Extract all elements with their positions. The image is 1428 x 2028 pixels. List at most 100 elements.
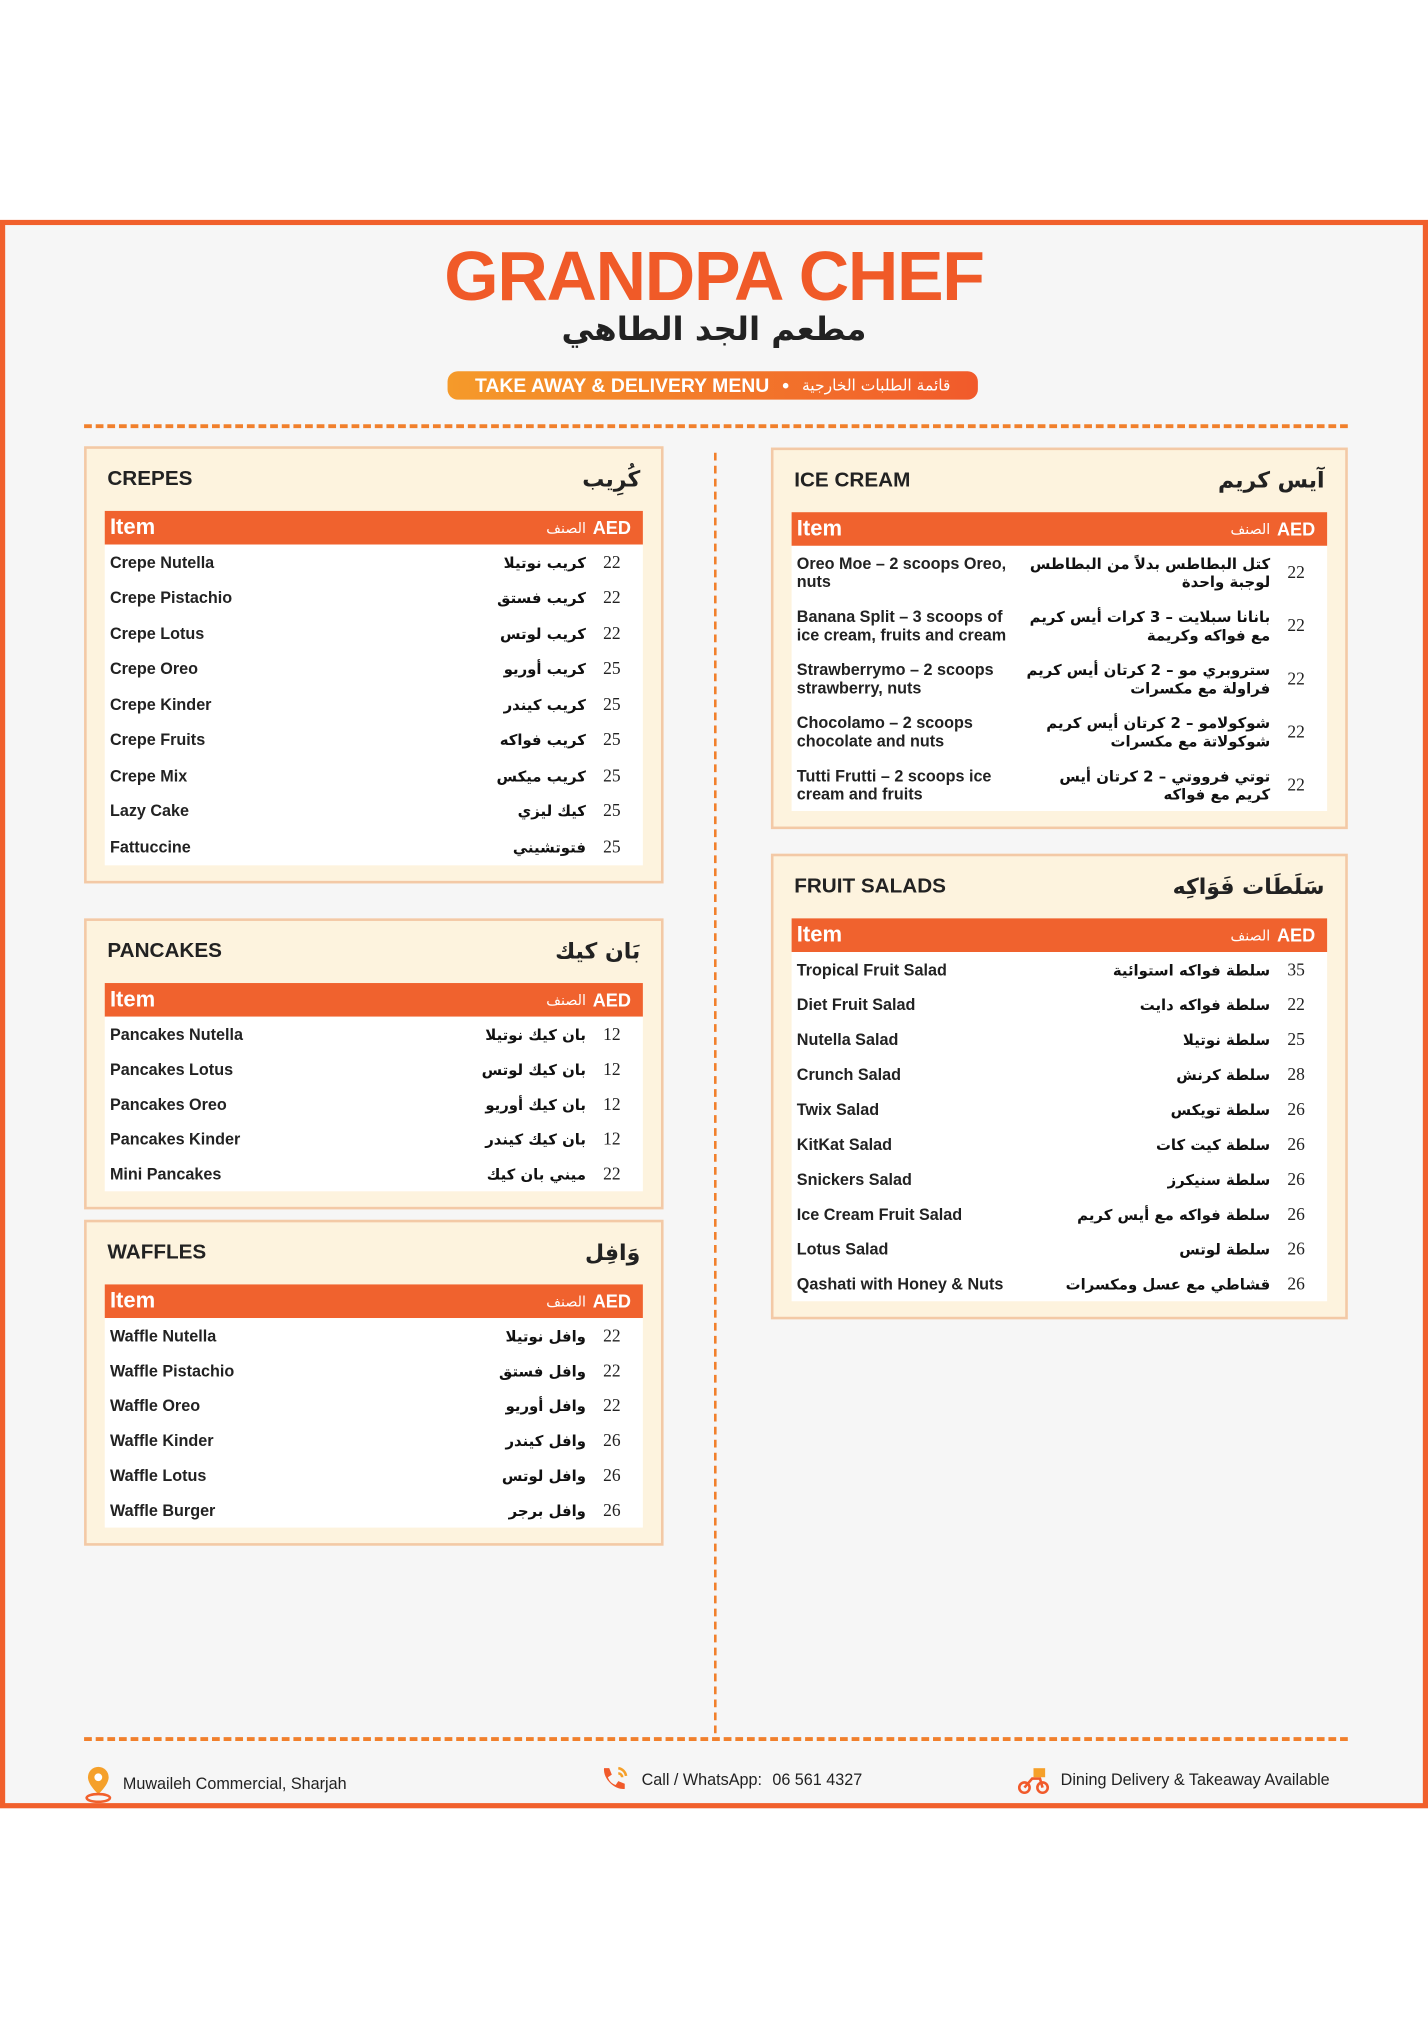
item-price: 22 — [603, 587, 621, 607]
table-header: Item الصنف AED — [104, 510, 643, 545]
item-price: 12 — [603, 1128, 621, 1148]
header-price: AED — [592, 989, 631, 1011]
menu-section: FRUIT SALADS سَلَطَات فَوَاكِه Item الصنف AE… — [770, 853, 1348, 1320]
item-name-ar: توتي فرووتي – 2 كرتان أيس كريم مع فواكه — [1059, 766, 1271, 803]
item-name: Crepe Mix — [109, 766, 188, 785]
item-name: Waffle Oreo — [109, 1396, 201, 1415]
menu-item: Waffle Lotus وافل لوتس 26 — [105, 1458, 643, 1493]
header-item-ar: الصنف — [546, 519, 586, 537]
item-price: 26 — [1287, 1203, 1305, 1223]
item-name: Lotus Salad — [796, 1239, 889, 1258]
item-list: Tropical Fruit Salad سلطة فواكه استوائية 3… — [791, 952, 1328, 1302]
header-item: Item — [109, 514, 156, 540]
item-price: 12 — [603, 1023, 621, 1044]
section-title: ICE CREAM — [794, 469, 911, 492]
item-list: Crepe Nutella كريب نوتيلا 22 Crepe Pistachi… — [104, 544, 643, 865]
item-name-ar: كتل البطاطس بدلاً من البطاطس لوجبة واحدة — [1029, 554, 1271, 591]
item-name-ar: سلطة كرنش — [1176, 1065, 1271, 1084]
menu-item: Mini Pancakes ميني بان كيك 22 — [105, 1156, 643, 1191]
menu-item: Crepe Nutella كريب نوتيلا 22 — [105, 545, 643, 581]
item-price: 26 — [1287, 1238, 1305, 1258]
divider — [84, 424, 1348, 429]
item-name: Lazy Cake — [109, 802, 190, 821]
menu-item: Strawberrymo – 2 scoops strawberry, nuts… — [792, 652, 1328, 705]
location-icon — [85, 1766, 112, 1804]
item-name-ar: سلطة فواكه مع أيس كريم — [1077, 1204, 1271, 1223]
item-name-ar: كريب نوتيلا — [503, 553, 586, 572]
menu-item: Pancakes Oreo بان كيك أوريو 12 — [105, 1087, 643, 1122]
table-header: Item الصنف AED — [791, 918, 1328, 953]
item-name: Snickers Salad — [796, 1169, 912, 1189]
item-name: Fattuccine — [109, 837, 191, 856]
menu-item: Crepe Oreo كريب أوريو 25 — [105, 651, 643, 687]
menu-item: Snickers Salad سلطة سنيكرز 26 — [792, 1162, 1328, 1197]
menu-item: Waffle Pistachio وافل فستق 22 — [105, 1353, 643, 1388]
item-name-ar: بانانا سبلايت – 3 كرات أيس كريم مع فواكه… — [1029, 607, 1271, 644]
menu-item: Pancakes Lotus بان كيك لوتس 12 — [105, 1052, 643, 1087]
item-name-ar: وافل كيندر — [505, 1431, 586, 1450]
header-item-ar: الصنف — [1230, 520, 1271, 538]
item-name: Crepe Kinder — [109, 695, 212, 714]
item-name: Strawberrymo – 2 scoops strawberry, nuts — [796, 660, 994, 697]
item-price: 35 — [1287, 959, 1305, 979]
menu-item: Banana Split – 3 scoops of ice cream, fr… — [792, 599, 1328, 652]
item-name-ar: سلطة تويكس — [1170, 1100, 1271, 1119]
section-heading: FRUIT SALADS سَلَطَات فَوَاكِه — [792, 856, 1328, 918]
table-header: Item الصنف AED — [104, 1284, 643, 1319]
menu-item: Crepe Pistachio كريب فستق 22 — [105, 580, 643, 616]
item-price: 25 — [603, 800, 621, 821]
phone[interactable]: 06 561 4327 — [772, 1770, 863, 1789]
service: Dining Delivery & Takeaway Available — [1060, 1770, 1330, 1789]
section-title-ar: بَان كيك — [555, 939, 641, 965]
item-price: 25 — [603, 836, 621, 856]
menu-item: Pancakes Nutella بان كيك نوتيلا 12 — [105, 1017, 643, 1052]
banner-en: TAKE AWAY & DELIVERY MENU — [474, 374, 770, 397]
item-price: 26 — [1287, 1168, 1305, 1189]
item-name-ar: كريب ميكس — [496, 766, 586, 785]
item-name: Pancakes Oreo — [109, 1094, 227, 1114]
item-name: Waffle Kinder — [109, 1431, 214, 1450]
call-label: Call / WhatsApp: — [641, 1770, 762, 1789]
item-name: Ice Cream Fruit Salad — [796, 1204, 963, 1223]
item-name: Banana Split – 3 scoops of ice cream, fr… — [796, 607, 1007, 644]
menu-section: ICE CREAM آيس كريم Item الصنف AED Oreo Moe – … — [770, 447, 1348, 830]
item-name: Nutella Salad — [796, 1030, 899, 1049]
footer-service: Dining Delivery & Takeaway Available — [1017, 1764, 1330, 1795]
item-price: 22 — [603, 1360, 621, 1380]
item-name: Crepe Pistachio — [109, 588, 233, 607]
item-price: 25 — [603, 694, 621, 714]
item-name-ar: بان كيك كيندر — [485, 1129, 586, 1148]
item-name-ar: كريب فستق — [497, 588, 586, 607]
item-name-ar: كيك ليزي — [517, 802, 586, 821]
section-title-ar: آيس كريم — [1218, 468, 1325, 495]
section-title: FRUIT SALADS — [794, 875, 946, 898]
item-name-ar: قشاطي مع عسل ومكسرات — [1065, 1274, 1271, 1293]
menu-item: Lotus Salad سلطة لوتس 26 — [792, 1231, 1328, 1266]
menu-item: Waffle Burger وافل برجر 26 — [105, 1493, 643, 1528]
menu-item: Crepe Lotus كريب لوتس 22 — [105, 616, 643, 652]
header-item: Item — [796, 922, 843, 947]
item-name-ar: كريب فواكه — [499, 731, 586, 750]
item-price: 26 — [1287, 1273, 1305, 1293]
section-title: CREPES — [107, 468, 193, 491]
menu-item: KitKat Salad سلطة كيت كات 26 — [792, 1127, 1328, 1162]
header-price: AED — [592, 1290, 631, 1312]
item-name: Tropical Fruit Salad — [796, 960, 947, 979]
menu-item: Tutti Frutti – 2 scoops ice cream and fr… — [792, 758, 1328, 811]
item-name-ar: ميني بان كيك — [486, 1164, 586, 1183]
section-heading: ICE CREAM آيس كريم — [792, 450, 1328, 512]
item-price: 26 — [1287, 1133, 1305, 1154]
item-name-ar: وافل أوريو — [505, 1396, 586, 1415]
delivery-icon — [1017, 1768, 1050, 1795]
item-name: Waffle Lotus — [109, 1466, 207, 1485]
item-name: Waffle Burger — [109, 1501, 216, 1520]
item-name: Diet Fruit Salad — [796, 995, 916, 1014]
item-price: 22 — [1287, 994, 1305, 1014]
item-name-ar: بان كيك نوتيلا — [485, 1025, 586, 1044]
item-name-ar: وافل برجر — [508, 1501, 586, 1520]
item-price: 22 — [603, 551, 621, 572]
item-name: Crepe Nutella — [109, 553, 215, 572]
item-price: 22 — [603, 1163, 621, 1183]
menu-item: Lazy Cake كيك ليزي 25 — [105, 794, 643, 830]
item-name-ar: سلطة نوتيلا — [1182, 1030, 1271, 1049]
